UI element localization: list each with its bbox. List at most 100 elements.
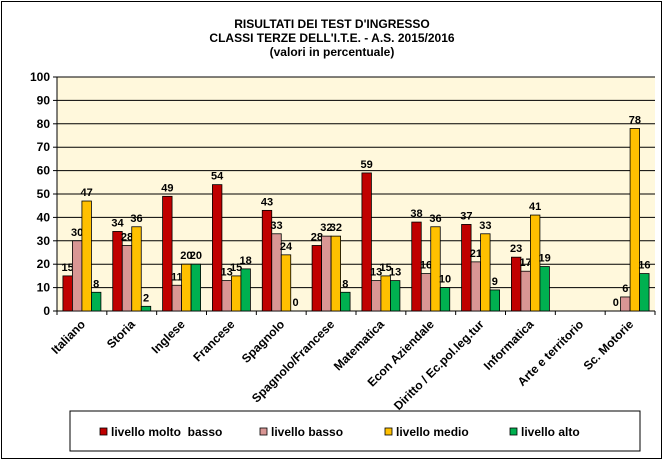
bar [81, 200, 92, 312]
data-label: 10 [439, 274, 451, 286]
x-tick-label: Francese [190, 317, 237, 364]
y-tick-label: 40 [37, 210, 51, 224]
legend-label: livello basso [271, 425, 343, 439]
data-label: 16 [420, 260, 432, 272]
data-label: 2 [143, 292, 149, 304]
legend-label: livello medio [396, 425, 469, 439]
data-label: 13 [389, 267, 401, 279]
y-tick-label: 0 [43, 304, 50, 318]
x-tick-label: Sc. Motorie [581, 317, 637, 373]
data-label: 36 [429, 213, 441, 225]
data-label: 37 [460, 210, 472, 222]
bar [629, 128, 640, 312]
data-label: 0 [613, 297, 619, 309]
data-label: 30 [71, 227, 83, 239]
bar [190, 263, 201, 312]
bar [420, 273, 432, 312]
data-label: 13 [370, 267, 382, 279]
bar [520, 270, 531, 312]
data-label: 36 [130, 213, 142, 225]
legend-swatch [259, 427, 268, 436]
y-tick-label: 80 [37, 117, 51, 131]
data-label: 78 [629, 114, 641, 126]
data-label: 32 [330, 222, 342, 234]
y-tick-label: 50 [37, 187, 51, 201]
data-label: 28 [121, 231, 133, 243]
legend-swatch [509, 427, 518, 436]
legend-swatch [384, 427, 393, 436]
bar [340, 291, 351, 312]
data-label: 15 [62, 262, 74, 274]
data-label: 38 [410, 208, 422, 220]
legend-swatch [99, 427, 108, 436]
chart-title-line: (valori in percentuale) [270, 45, 395, 59]
x-tick-label: Spagnolo [239, 317, 288, 366]
bar [221, 280, 232, 312]
legend [69, 410, 641, 452]
bar [321, 235, 332, 312]
data-label: 20 [190, 250, 202, 262]
data-label: 43 [261, 196, 273, 208]
data-label: 59 [361, 159, 373, 171]
bar [361, 172, 372, 312]
bar [371, 280, 382, 312]
y-tick-label: 90 [37, 93, 51, 107]
bar [430, 226, 441, 312]
data-label: 19 [539, 253, 551, 265]
x-tick-label: Inglese [149, 317, 188, 356]
bar [181, 263, 192, 312]
bar [470, 261, 481, 312]
chart-title-line: RISULTATI DEI TEST D'INGRESSO [234, 17, 430, 31]
bar [530, 214, 541, 312]
data-label: 20 [180, 250, 192, 262]
data-label: 9 [492, 276, 498, 288]
data-label: 6 [622, 283, 628, 295]
data-label: 15 [380, 262, 392, 274]
data-label: 21 [470, 248, 482, 260]
bar [280, 254, 292, 312]
data-label: 17 [520, 257, 532, 269]
bar [330, 235, 341, 312]
bar [311, 245, 322, 312]
bar [411, 221, 422, 312]
data-label: 34 [111, 217, 124, 229]
x-tick-label: Spagnolo/Francese [249, 317, 337, 405]
data-label: 33 [479, 220, 491, 232]
data-label: 8 [342, 278, 348, 290]
x-tick-label: Italiano [48, 317, 88, 357]
bar [140, 305, 152, 312]
bar [240, 268, 251, 312]
bar [461, 224, 472, 312]
bar [539, 266, 550, 312]
y-tick-label: 70 [37, 140, 51, 154]
data-label: 28 [311, 231, 323, 243]
y-tick-label: 20 [37, 257, 51, 271]
bar [639, 273, 650, 312]
bar [390, 280, 401, 312]
bar [489, 289, 500, 312]
bar [62, 275, 73, 312]
data-label: 32 [320, 222, 332, 234]
data-label: 49 [161, 182, 173, 194]
bar [131, 226, 142, 312]
data-label: 13 [221, 267, 233, 279]
data-label: 24 [280, 241, 293, 253]
legend-label: livello molto basso [111, 425, 222, 439]
x-tick-label: Diritto / Ec.pol.leg.tur [391, 317, 487, 413]
data-label: 47 [81, 187, 93, 199]
y-tick-label: 60 [37, 164, 51, 178]
y-tick-label: 100 [30, 70, 50, 84]
data-label: 54 [211, 171, 224, 183]
data-label: 15 [230, 262, 242, 274]
bar [212, 184, 223, 312]
data-label: 18 [240, 255, 252, 267]
bar [121, 245, 133, 312]
bar [380, 275, 391, 312]
legend-label: livello alto [521, 425, 580, 439]
bar [231, 275, 242, 312]
data-label: 41 [529, 201, 541, 213]
data-label: 16 [638, 260, 650, 272]
data-label: 11 [171, 271, 183, 283]
bar [439, 287, 451, 312]
